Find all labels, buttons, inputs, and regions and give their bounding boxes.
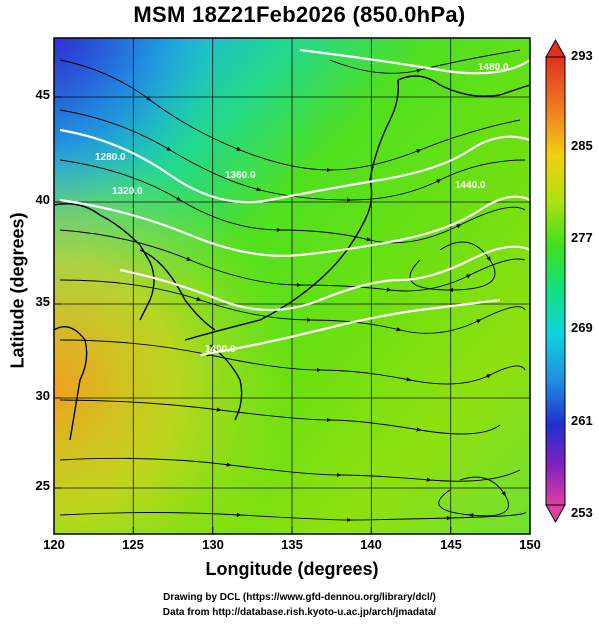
contour-label: 1480.0 [478, 62, 509, 73]
contour-label: 1400.0 [205, 344, 236, 355]
axis-ticks [53, 96, 531, 534]
colorbar-tick-label: 285 [571, 138, 593, 153]
colorbar-tick-label: 269 [571, 320, 593, 335]
x-tick-label: 150 [519, 537, 541, 552]
colorbar-tick-label: 253 [571, 505, 593, 520]
streamlines [59, 49, 526, 523]
y-tick-label: 40 [35, 192, 50, 207]
contour-label: 1360.0 [225, 170, 256, 181]
colorbar-tick-label: 261 [571, 413, 593, 428]
colorbar-tick-label: 293 [571, 48, 593, 63]
plot-title: MSM 18Z21Feb2026 (850.0hPa) [133, 2, 466, 27]
height-contours [59, 48, 530, 357]
colorbar-bottom-arrow [545, 504, 566, 524]
y-axis-label: Latitude (degrees) [7, 212, 28, 369]
credit-drawing: Drawing by DCL (https://www.gfd-dennou.o… [163, 592, 436, 603]
colorbar-fill [545, 56, 566, 506]
credit-data: Data from http://database.rish.kyoto-u.a… [162, 607, 437, 618]
y-tick-label: 45 [35, 87, 50, 102]
x-axis-label: Longitude (degrees) [205, 559, 379, 579]
x-tick-label: 140 [360, 537, 382, 552]
colorbar-top-arrow [545, 38, 566, 58]
y-tick-label: 25 [35, 478, 50, 493]
y-tick-label: 35 [35, 294, 50, 309]
contour-label: 1280.0 [95, 152, 126, 163]
x-tick-label: 130 [202, 537, 224, 552]
y-tick-label: 30 [35, 388, 50, 403]
x-tick-label: 135 [281, 537, 303, 552]
x-tick-label: 125 [122, 537, 144, 552]
contour-label: 1320.0 [112, 186, 143, 197]
temperature-field [54, 38, 530, 534]
contour-label: 1440.0 [455, 180, 486, 191]
x-tick-label: 145 [440, 537, 462, 552]
x-tick-label: 120 [43, 537, 65, 552]
colorbar-tick-label: 277 [571, 230, 593, 245]
contour-labels: 1280.0 1320.0 1360.0 1400.0 1440.0 1480.… [95, 62, 509, 355]
colorbar [545, 38, 566, 524]
